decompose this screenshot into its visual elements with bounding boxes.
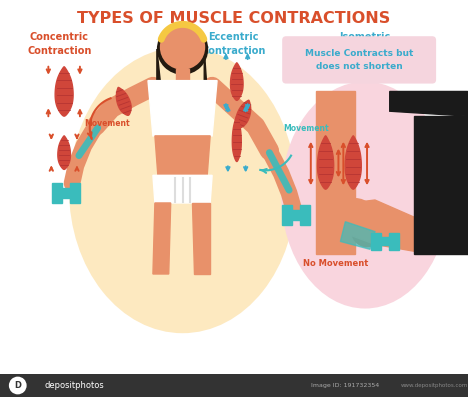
Polygon shape [155, 136, 210, 175]
Polygon shape [340, 222, 375, 249]
Polygon shape [148, 81, 217, 136]
Circle shape [334, 198, 377, 242]
Polygon shape [116, 88, 131, 115]
Text: No Movement: No Movement [303, 259, 368, 268]
Text: depositphotos: depositphotos [44, 381, 104, 390]
Text: Movement: Movement [84, 119, 129, 128]
Polygon shape [153, 203, 171, 274]
Polygon shape [201, 49, 208, 126]
Polygon shape [153, 175, 212, 203]
Text: Eccentric
Contraction: Eccentric Contraction [201, 32, 266, 56]
Polygon shape [52, 183, 62, 203]
Polygon shape [414, 116, 468, 254]
Polygon shape [300, 205, 310, 225]
Polygon shape [336, 200, 454, 251]
Polygon shape [192, 203, 210, 274]
Polygon shape [282, 205, 292, 225]
Polygon shape [232, 116, 241, 162]
Ellipse shape [69, 47, 296, 333]
Polygon shape [381, 238, 389, 245]
Text: TYPES OF MUSCLE CONTRACTIONS: TYPES OF MUSCLE CONTRACTIONS [77, 10, 391, 26]
Polygon shape [176, 69, 190, 81]
Polygon shape [390, 92, 468, 116]
Polygon shape [389, 232, 399, 250]
Text: D: D [14, 381, 21, 390]
Text: Image ID: 191732354: Image ID: 191732354 [311, 383, 380, 388]
Polygon shape [62, 188, 70, 198]
Text: Muscle Contracts but
does not shorten: Muscle Contracts but does not shorten [305, 49, 413, 71]
Polygon shape [230, 63, 243, 100]
Ellipse shape [281, 82, 449, 308]
Text: Movement: Movement [283, 124, 329, 133]
Polygon shape [157, 49, 165, 126]
Text: Isometric
Contraction: Isometric Contraction [333, 32, 397, 56]
FancyBboxPatch shape [282, 36, 436, 84]
Circle shape [9, 377, 27, 394]
Polygon shape [236, 100, 251, 128]
Polygon shape [345, 136, 361, 189]
Polygon shape [58, 136, 71, 170]
Text: www.depositphotos.com: www.depositphotos.com [401, 383, 468, 388]
Circle shape [351, 216, 383, 247]
Polygon shape [70, 183, 80, 203]
Circle shape [160, 24, 205, 70]
Polygon shape [316, 92, 355, 254]
Polygon shape [318, 136, 334, 189]
Circle shape [157, 23, 208, 75]
Polygon shape [292, 210, 300, 220]
Polygon shape [55, 67, 73, 116]
Text: Concentric
Contraction: Concentric Contraction [27, 32, 91, 56]
Polygon shape [371, 232, 381, 250]
FancyBboxPatch shape [0, 374, 468, 397]
